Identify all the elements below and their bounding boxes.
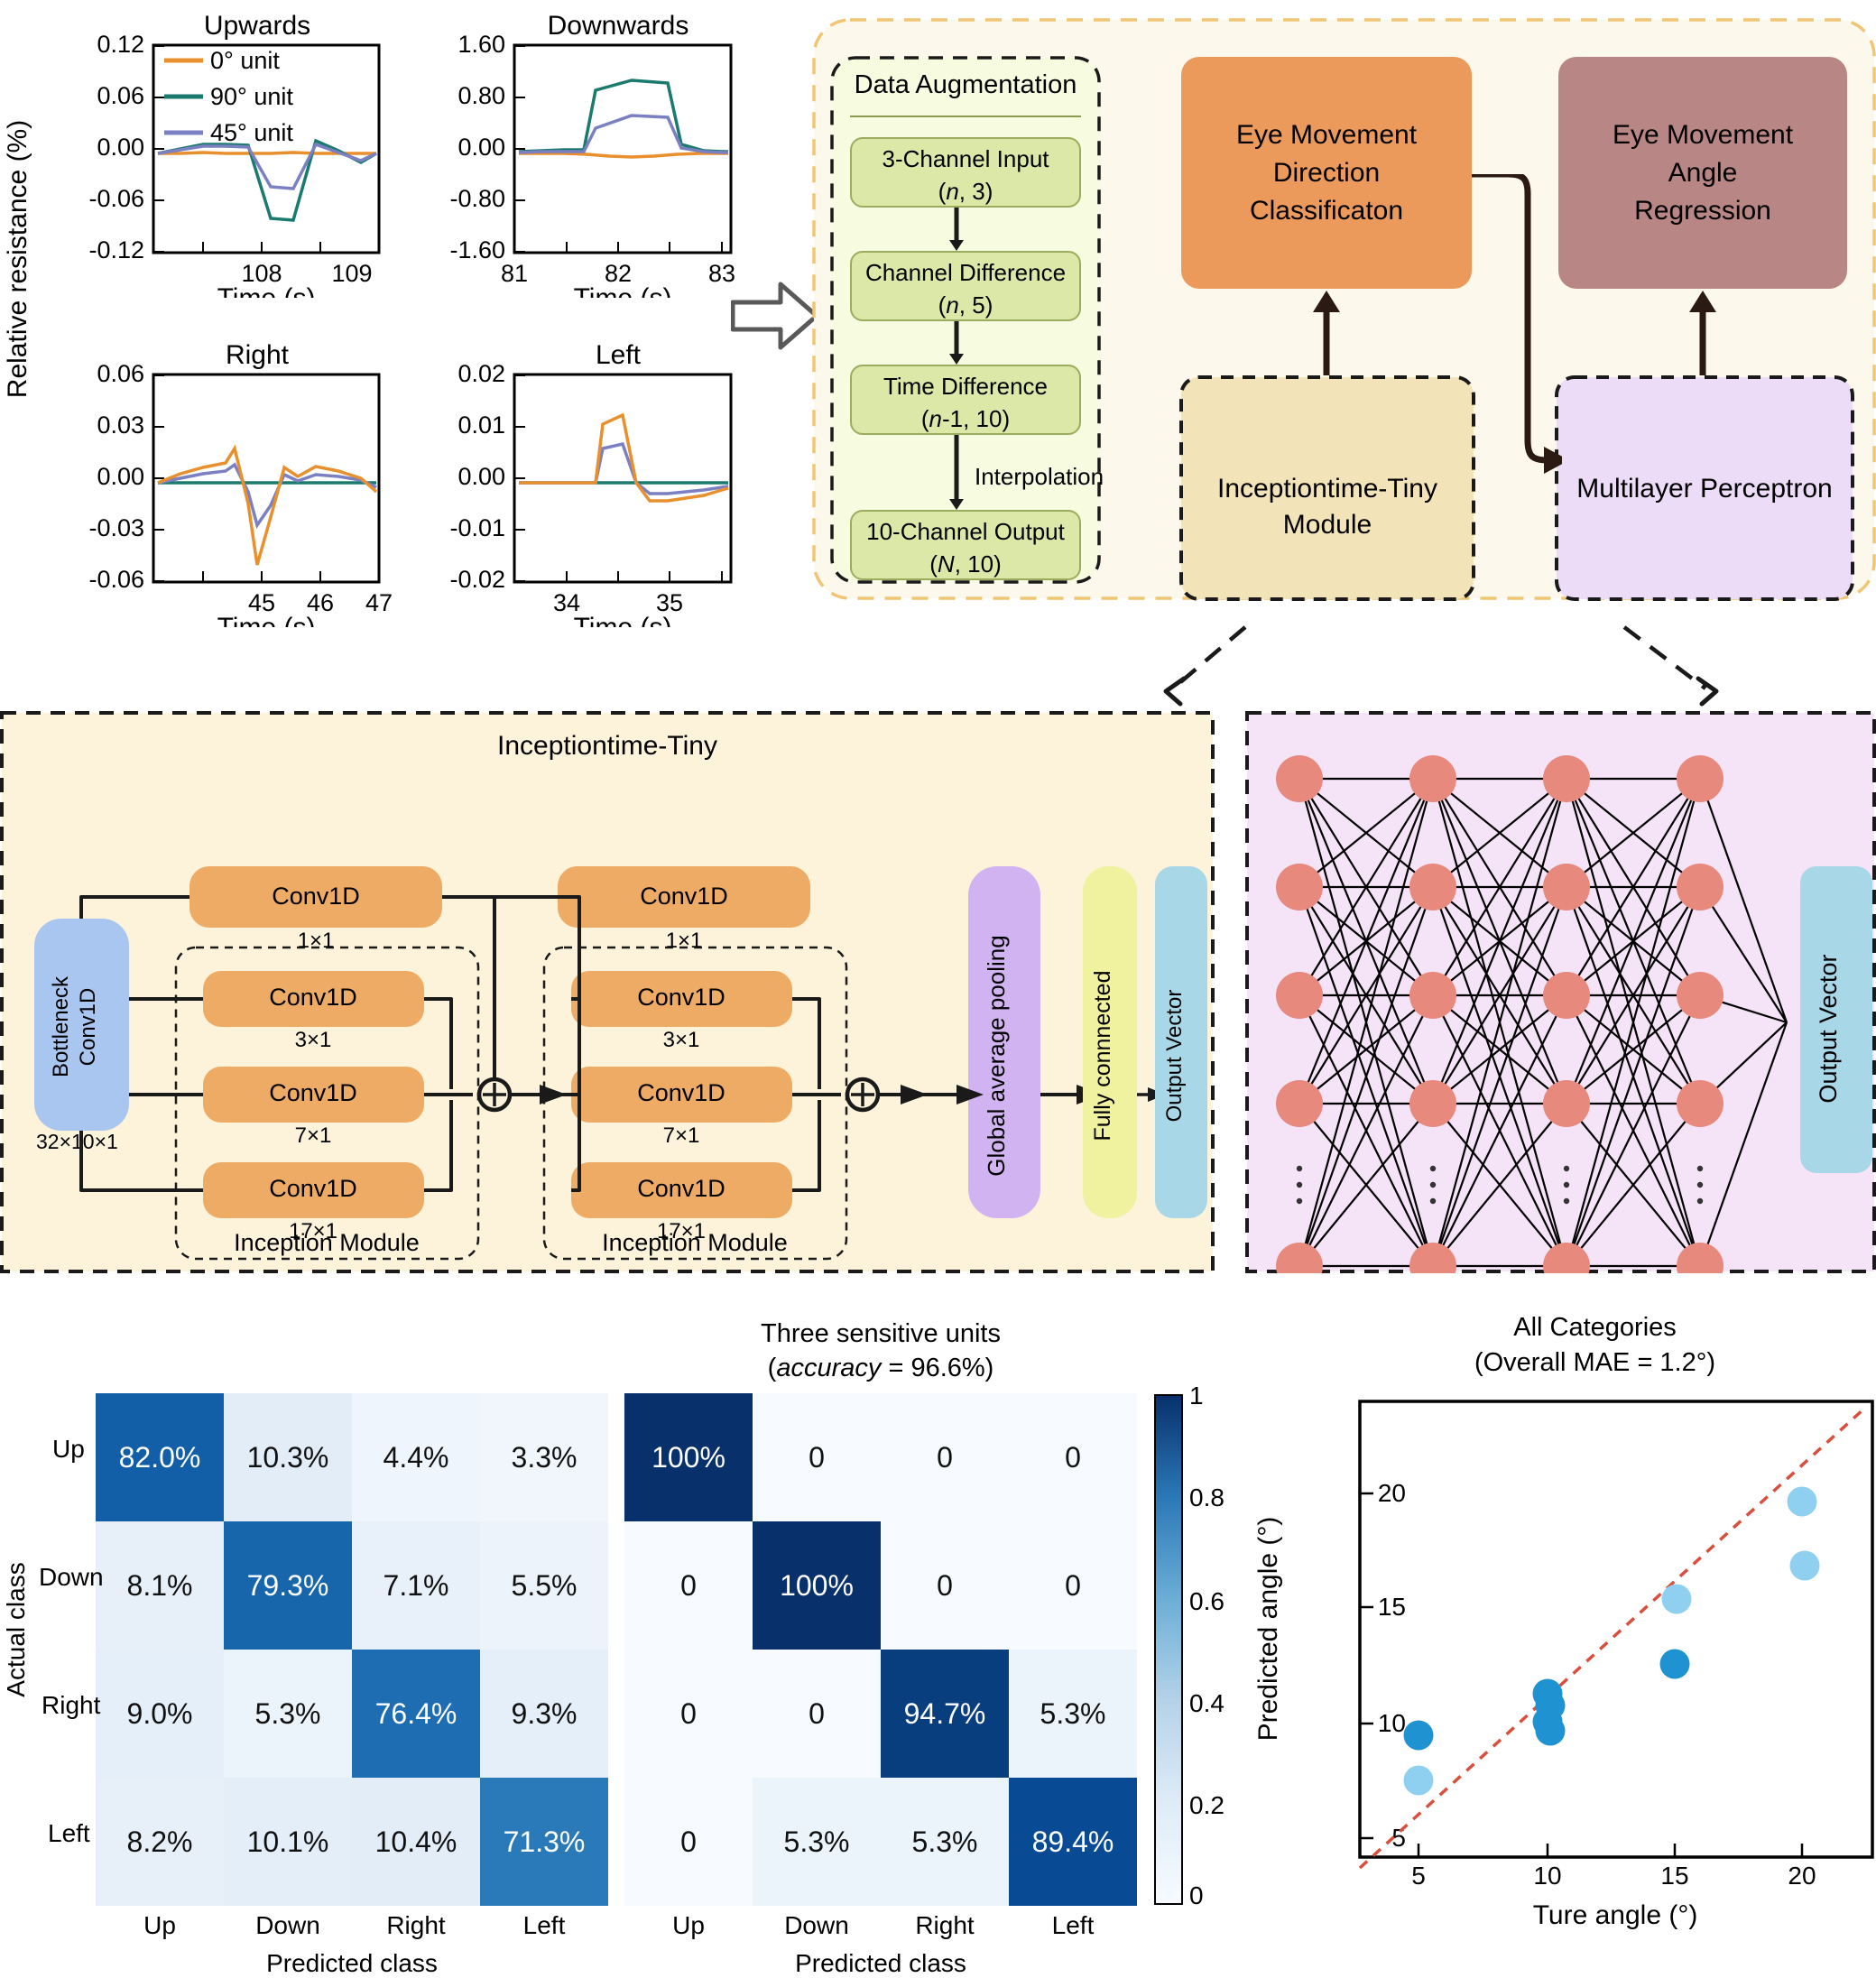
svg-text:Inceptiontime-Tiny: Inceptiontime-Tiny <box>1217 474 1437 504</box>
svg-text:83: 83 <box>708 260 735 287</box>
svg-text:45° unit: 45° unit <box>210 119 293 146</box>
svg-text:-0.12: -0.12 <box>88 236 144 263</box>
svg-text:20: 20 <box>1788 1862 1816 1890</box>
svg-text:0.2: 0.2 <box>1189 1791 1224 1819</box>
svg-text:Conv1D: Conv1D <box>272 883 360 910</box>
svg-text:Conv1D: Conv1D <box>637 1175 725 1202</box>
svg-text:7×1: 7×1 <box>295 1123 332 1148</box>
svg-text:-0.02: -0.02 <box>449 566 505 593</box>
svg-text:10: 10 <box>1378 1709 1406 1737</box>
svg-text:-0.03: -0.03 <box>88 514 144 541</box>
svg-text:Global average pooling: Global average pooling <box>983 935 1010 1176</box>
svg-text:Fully connnected: Fully connnected <box>1090 970 1115 1141</box>
svg-text:0.00: 0.00 <box>457 134 505 161</box>
svg-text:1×1: 1×1 <box>298 929 335 953</box>
svg-text:0.06: 0.06 <box>97 360 144 387</box>
svg-text:Left: Left <box>596 340 642 370</box>
svg-text:0.00: 0.00 <box>457 463 505 490</box>
svg-text:Right: Right <box>226 340 290 370</box>
svg-text:Downwards: Downwards <box>548 11 689 41</box>
svg-text:Multilayer Perceptron: Multilayer Perceptron <box>1576 474 1832 504</box>
svg-text:0.80: 0.80 <box>457 82 505 109</box>
svg-text:0.02: 0.02 <box>457 360 505 387</box>
svg-text:32×10×1: 32×10×1 <box>36 1130 118 1153</box>
svg-text:Output Vector: Output Vector <box>1815 954 1842 1103</box>
svg-text:47: 47 <box>365 589 393 616</box>
svg-text:3×1: 3×1 <box>295 1028 332 1052</box>
svg-text:Output Vector: Output Vector <box>1162 990 1187 1123</box>
svg-text:-0.80: -0.80 <box>449 185 505 212</box>
svg-text:0.00: 0.00 <box>97 463 144 490</box>
svg-text:Conv1D: Conv1D <box>637 1079 725 1106</box>
svg-text:81: 81 <box>501 260 528 287</box>
svg-text:Interpolation: Interpolation <box>975 463 1104 490</box>
svg-text:Conv1D: Conv1D <box>269 984 357 1011</box>
svg-text:0.06: 0.06 <box>97 82 144 109</box>
svg-text:10: 10 <box>1533 1862 1561 1890</box>
svg-text:Predicted angle (°): Predicted angle (°) <box>1253 1517 1283 1742</box>
svg-text:109: 109 <box>331 260 372 287</box>
svg-text:Time (s): Time (s) <box>574 613 672 627</box>
svg-text:17×1: 17×1 <box>289 1219 337 1243</box>
svg-text:Bottleneck: Bottleneck <box>49 975 73 1077</box>
svg-text:0° unit: 0° unit <box>210 47 280 74</box>
svg-text:15: 15 <box>1660 1862 1688 1890</box>
svg-text:7×1: 7×1 <box>663 1123 700 1148</box>
svg-text:-1.60: -1.60 <box>449 236 505 263</box>
svg-text:0.8: 0.8 <box>1189 1484 1224 1511</box>
svg-text:0.03: 0.03 <box>97 411 144 439</box>
svg-text:Ture angle (°): Ture angle (°) <box>1533 1900 1698 1930</box>
svg-text:Conv1D: Conv1D <box>269 1175 357 1202</box>
svg-text:Time (s): Time (s) <box>217 283 316 298</box>
svg-text:1: 1 <box>1189 1382 1204 1410</box>
svg-text:1×1: 1×1 <box>666 929 703 953</box>
svg-text:0.4: 0.4 <box>1189 1689 1224 1717</box>
svg-text:3×1: 3×1 <box>663 1028 700 1052</box>
svg-text:0: 0 <box>1189 1881 1204 1909</box>
svg-text:Conv1D: Conv1D <box>640 883 728 910</box>
svg-text:5: 5 <box>1411 1862 1426 1890</box>
svg-text:15: 15 <box>1378 1593 1406 1621</box>
svg-text:Module: Module <box>1283 510 1372 540</box>
svg-text:-0.06: -0.06 <box>88 185 144 212</box>
svg-text:17×1: 17×1 <box>657 1219 706 1243</box>
svg-text:Inceptiontime-Tiny: Inceptiontime-Tiny <box>497 731 717 761</box>
svg-text:0.12: 0.12 <box>97 31 144 58</box>
svg-text:20: 20 <box>1378 1479 1406 1507</box>
svg-text:Conv1D: Conv1D <box>637 984 725 1011</box>
svg-text:1.60: 1.60 <box>457 31 505 58</box>
svg-text:Time (s): Time (s) <box>217 613 316 627</box>
svg-text:Conv1D: Conv1D <box>269 1079 357 1106</box>
svg-text:0.6: 0.6 <box>1189 1587 1224 1615</box>
svg-text:-0.01: -0.01 <box>449 514 505 541</box>
svg-text:Conv1D: Conv1D <box>76 988 100 1067</box>
svg-text:90° unit: 90° unit <box>210 83 293 110</box>
svg-text:0.00: 0.00 <box>97 134 144 161</box>
svg-text:0.01: 0.01 <box>457 411 505 439</box>
svg-text:Upwards: Upwards <box>204 11 310 41</box>
svg-text:-0.06: -0.06 <box>88 566 144 593</box>
svg-text:Time (s): Time (s) <box>574 283 672 298</box>
